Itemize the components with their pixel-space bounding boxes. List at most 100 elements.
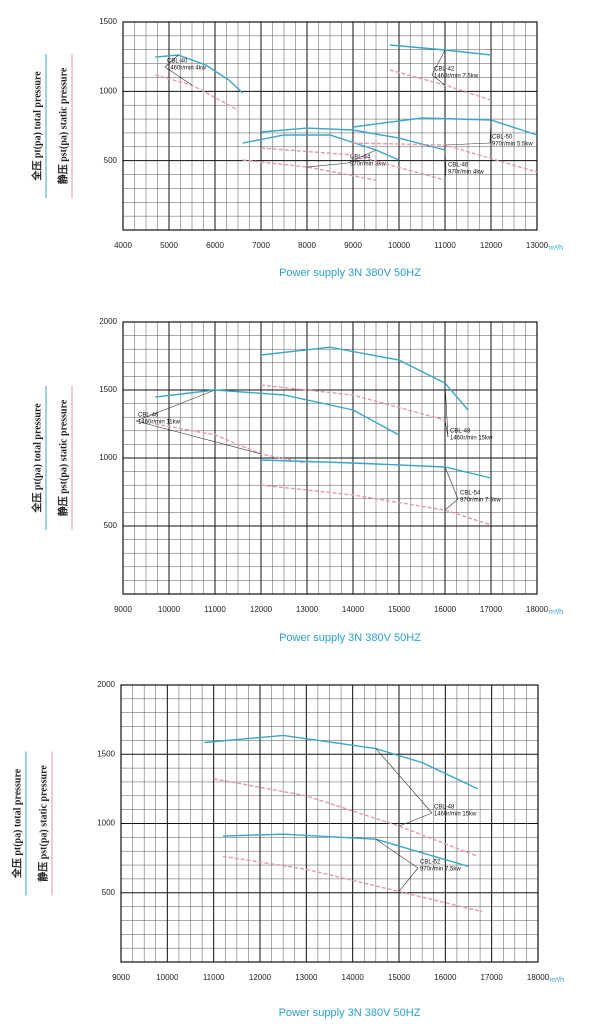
- leader-line: [444, 149, 447, 172]
- x-tick-label: 13000: [296, 605, 319, 614]
- x-tick-label: 10000: [158, 605, 181, 614]
- y-axis-label: 全压 pt(pa) total pressure: [30, 71, 43, 182]
- static-pressure-curve: [155, 423, 308, 465]
- y-axis-label-group: 全压 pt(pa) total pressure: [30, 54, 47, 198]
- x-tick-label: 9000: [112, 973, 130, 982]
- y-axis-label-group: 静压 pst(pa) static pressure: [56, 386, 73, 530]
- leader-line: [164, 66, 193, 86]
- y-tick-label: 500: [102, 888, 116, 897]
- static-pressure-curve: [352, 142, 538, 173]
- leader-line: [444, 498, 459, 511]
- total-pressure-curve: [260, 127, 446, 151]
- model-note: 1460r/min 15kw: [434, 812, 477, 818]
- x-tick-label: 7000: [252, 241, 270, 250]
- plot-frame: [120, 684, 539, 963]
- static-pressure-curve: [389, 69, 492, 101]
- x-unit: m³/h: [549, 609, 563, 616]
- y-tick-label: 1500: [97, 749, 115, 758]
- model-label: CBL-46: [138, 413, 159, 419]
- model-note: 1460r/min 15kw: [450, 436, 493, 442]
- plot-frame: [122, 321, 538, 595]
- model-note: 970r/min 7.5kw: [460, 498, 501, 504]
- leader-line: [375, 838, 419, 869]
- leader-line: [444, 142, 491, 146]
- y-axis-label-group: 全压 pt(pa) total pressure: [10, 751, 27, 896]
- y-axis-label: 静压 pst(pa) static pressure: [56, 399, 69, 516]
- model-label: CBL-54: [460, 491, 481, 497]
- leader-line: [489, 120, 492, 144]
- model-label: CBL-48: [450, 429, 471, 435]
- static-pressure-curve: [242, 159, 377, 181]
- leader-line: [398, 867, 419, 892]
- total-pressure-curve: [389, 44, 492, 56]
- y-axis-label-group: 静压 pst(pa) static pressure: [36, 751, 53, 896]
- leader-line: [444, 170, 447, 181]
- leader-line: [135, 420, 262, 455]
- x-tick-label: 10000: [156, 973, 179, 982]
- y-tick-label: 2000: [99, 317, 117, 326]
- y-axis-label: 全压 pt(pa) total pressure: [10, 768, 23, 879]
- y-tick-label: 500: [104, 521, 118, 530]
- y-axis-label: 静压 pst(pa) static pressure: [36, 765, 49, 882]
- model-label: CBL-48: [434, 805, 455, 811]
- x-tick-label: 10000: [388, 241, 411, 250]
- model-label: CBL-40: [167, 59, 188, 65]
- static-pressure-curve: [260, 484, 492, 526]
- x-tick-label: 11000: [203, 973, 225, 982]
- x-tick-label: 11000: [434, 241, 456, 250]
- y-tick-label: 1000: [99, 86, 117, 95]
- x-tick-label: 11000: [204, 605, 226, 614]
- x-tick-label: 12000: [480, 241, 503, 250]
- leader-line: [444, 420, 449, 438]
- x-tick-label: 15000: [388, 973, 411, 982]
- model-note: 1460r/min 7.5kw: [434, 74, 479, 80]
- leader-line: [306, 162, 349, 168]
- x-unit: m³/h: [549, 245, 563, 252]
- model-label: CBL-44: [350, 155, 371, 161]
- x-tick-label: 4000: [114, 241, 132, 250]
- model-label: CBL-52: [420, 860, 441, 866]
- x-tick-label: 5000: [160, 241, 178, 250]
- model-label: CBL-42: [434, 67, 455, 73]
- static-pressure-curve: [260, 384, 446, 421]
- static-pressure-curve: [260, 147, 446, 181]
- x-axis-label: Power supply 3N 380V 50HZ: [279, 267, 421, 279]
- y-tick-label: 1500: [99, 17, 117, 26]
- x-tick-label: 17000: [481, 973, 504, 982]
- y-axis-label: 静压 pst(pa) static pressure: [56, 67, 69, 184]
- leader-line: [164, 54, 179, 68]
- x-tick-label: 18000: [527, 973, 550, 982]
- x-tick-label: 18000: [526, 605, 549, 614]
- model-label: CBL-50: [492, 135, 513, 141]
- leader-line: [347, 149, 377, 164]
- x-tick-label: 9000: [344, 241, 362, 250]
- x-tick-label: 13000: [295, 973, 318, 982]
- x-axis-label: Power supply 3N 380V 50HZ: [279, 1007, 421, 1019]
- total-pressure-curve: [155, 54, 244, 94]
- x-tick-label: 12000: [249, 973, 272, 982]
- y-tick-label: 1000: [99, 453, 117, 462]
- model-note: 970r/min 3kw: [350, 162, 386, 168]
- y-axis-label-group: 静压 pst(pa) static pressure: [56, 54, 73, 198]
- x-axis-label: Power supply 3N 380V 50HZ: [279, 632, 421, 644]
- plot-frame: [122, 21, 538, 231]
- model-note: 1460r/min 11kw: [138, 420, 181, 426]
- total-pressure-curve: [352, 117, 538, 136]
- static-pressure-curve: [155, 74, 239, 111]
- x-tick-label: 12000: [250, 605, 273, 614]
- x-tick-label: 6000: [206, 241, 224, 250]
- total-pressure-curve: [242, 134, 400, 161]
- x-unit: m³/h: [550, 977, 564, 984]
- total-pressure-curve: [204, 734, 479, 790]
- x-tick-label: 15000: [388, 605, 411, 614]
- x-tick-label: 16000: [434, 605, 457, 614]
- total-pressure-curve: [222, 833, 469, 868]
- model-note: 970r/min 7.5kw: [420, 867, 461, 873]
- leader-line: [135, 389, 216, 422]
- x-tick-label: 9000: [114, 605, 132, 614]
- leader-line: [444, 466, 459, 500]
- total-pressure-curve: [260, 459, 492, 479]
- x-tick-label: 16000: [434, 973, 457, 982]
- y-axis-label: 全压 pt(pa) total pressure: [30, 403, 43, 514]
